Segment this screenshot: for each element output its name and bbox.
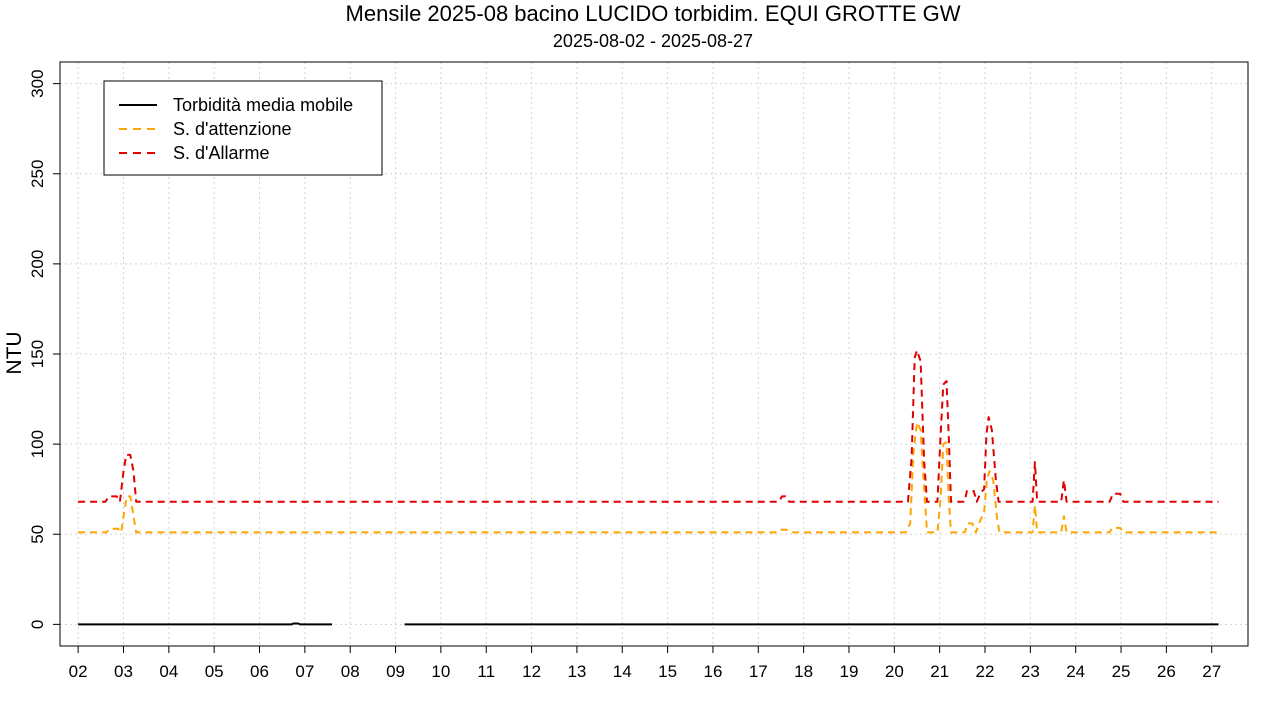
series-line-s-d-allarme: [78, 349, 1219, 503]
x-tick-label: 24: [1066, 662, 1085, 681]
x-tick-label: 08: [341, 662, 360, 681]
x-tick-label: 19: [840, 662, 859, 681]
x-tick-label: 02: [69, 662, 88, 681]
x-tick-label: 05: [205, 662, 224, 681]
chart-title: Mensile 2025-08 bacino LUCIDO torbidim. …: [346, 1, 961, 26]
x-tick-label: 23: [1021, 662, 1040, 681]
series-line-torbidit-media-mobile: [78, 622, 333, 626]
x-tick-label: 06: [250, 662, 269, 681]
legend-label-attenzione: S. d'attenzione: [173, 119, 292, 139]
x-tick-label: 13: [567, 662, 586, 681]
x-tick-label: 17: [749, 662, 768, 681]
y-tick-label: 100: [28, 430, 47, 458]
y-axis-label: NTU: [3, 331, 26, 374]
x-tick-label: 10: [431, 662, 450, 681]
y-tick-label: 300: [28, 69, 47, 97]
x-axis: 02 03 04 05 06 07 08 09 10 11 12 13 14 15 16 17 18 19 20 21…: [69, 646, 1221, 681]
legend-label-torbidita: Torbidità media mobile: [173, 95, 353, 115]
chart-subtitle: 2025-08-02 - 2025-08-27: [553, 31, 753, 51]
x-tick-label: 25: [1112, 662, 1131, 681]
y-tick-label: 250: [28, 160, 47, 188]
y-tick-label: 200: [28, 250, 47, 278]
x-tick-label: 21: [930, 662, 949, 681]
x-tick-label: 15: [658, 662, 677, 681]
x-tick-label: 12: [522, 662, 541, 681]
x-tick-label: 09: [386, 662, 405, 681]
y-tick-label: 150: [28, 340, 47, 368]
x-tick-label: 16: [703, 662, 722, 681]
x-tick-label: 27: [1202, 662, 1221, 681]
legend-label-allarme: S. d'Allarme: [173, 143, 269, 163]
x-tick-label: 04: [159, 662, 178, 681]
x-tick-label: 26: [1157, 662, 1176, 681]
x-tick-label: 07: [295, 662, 314, 681]
x-tick-label: 14: [613, 662, 632, 681]
y-tick-label: 50: [28, 525, 47, 544]
y-tick-label: 0: [28, 620, 47, 629]
series-layer: [78, 349, 1219, 626]
x-tick-label: 03: [114, 662, 133, 681]
x-tick-label: 22: [976, 662, 995, 681]
legend: Torbidità media mobile S. d'attenzione S…: [103, 80, 383, 176]
x-tick-label: 18: [794, 662, 813, 681]
series-line-s-d-attenzione: [78, 421, 1219, 534]
x-tick-label: 20: [885, 662, 904, 681]
y-axis: 0 50 100 150 200 250 300: [28, 69, 60, 629]
x-tick-label: 11: [477, 662, 495, 681]
